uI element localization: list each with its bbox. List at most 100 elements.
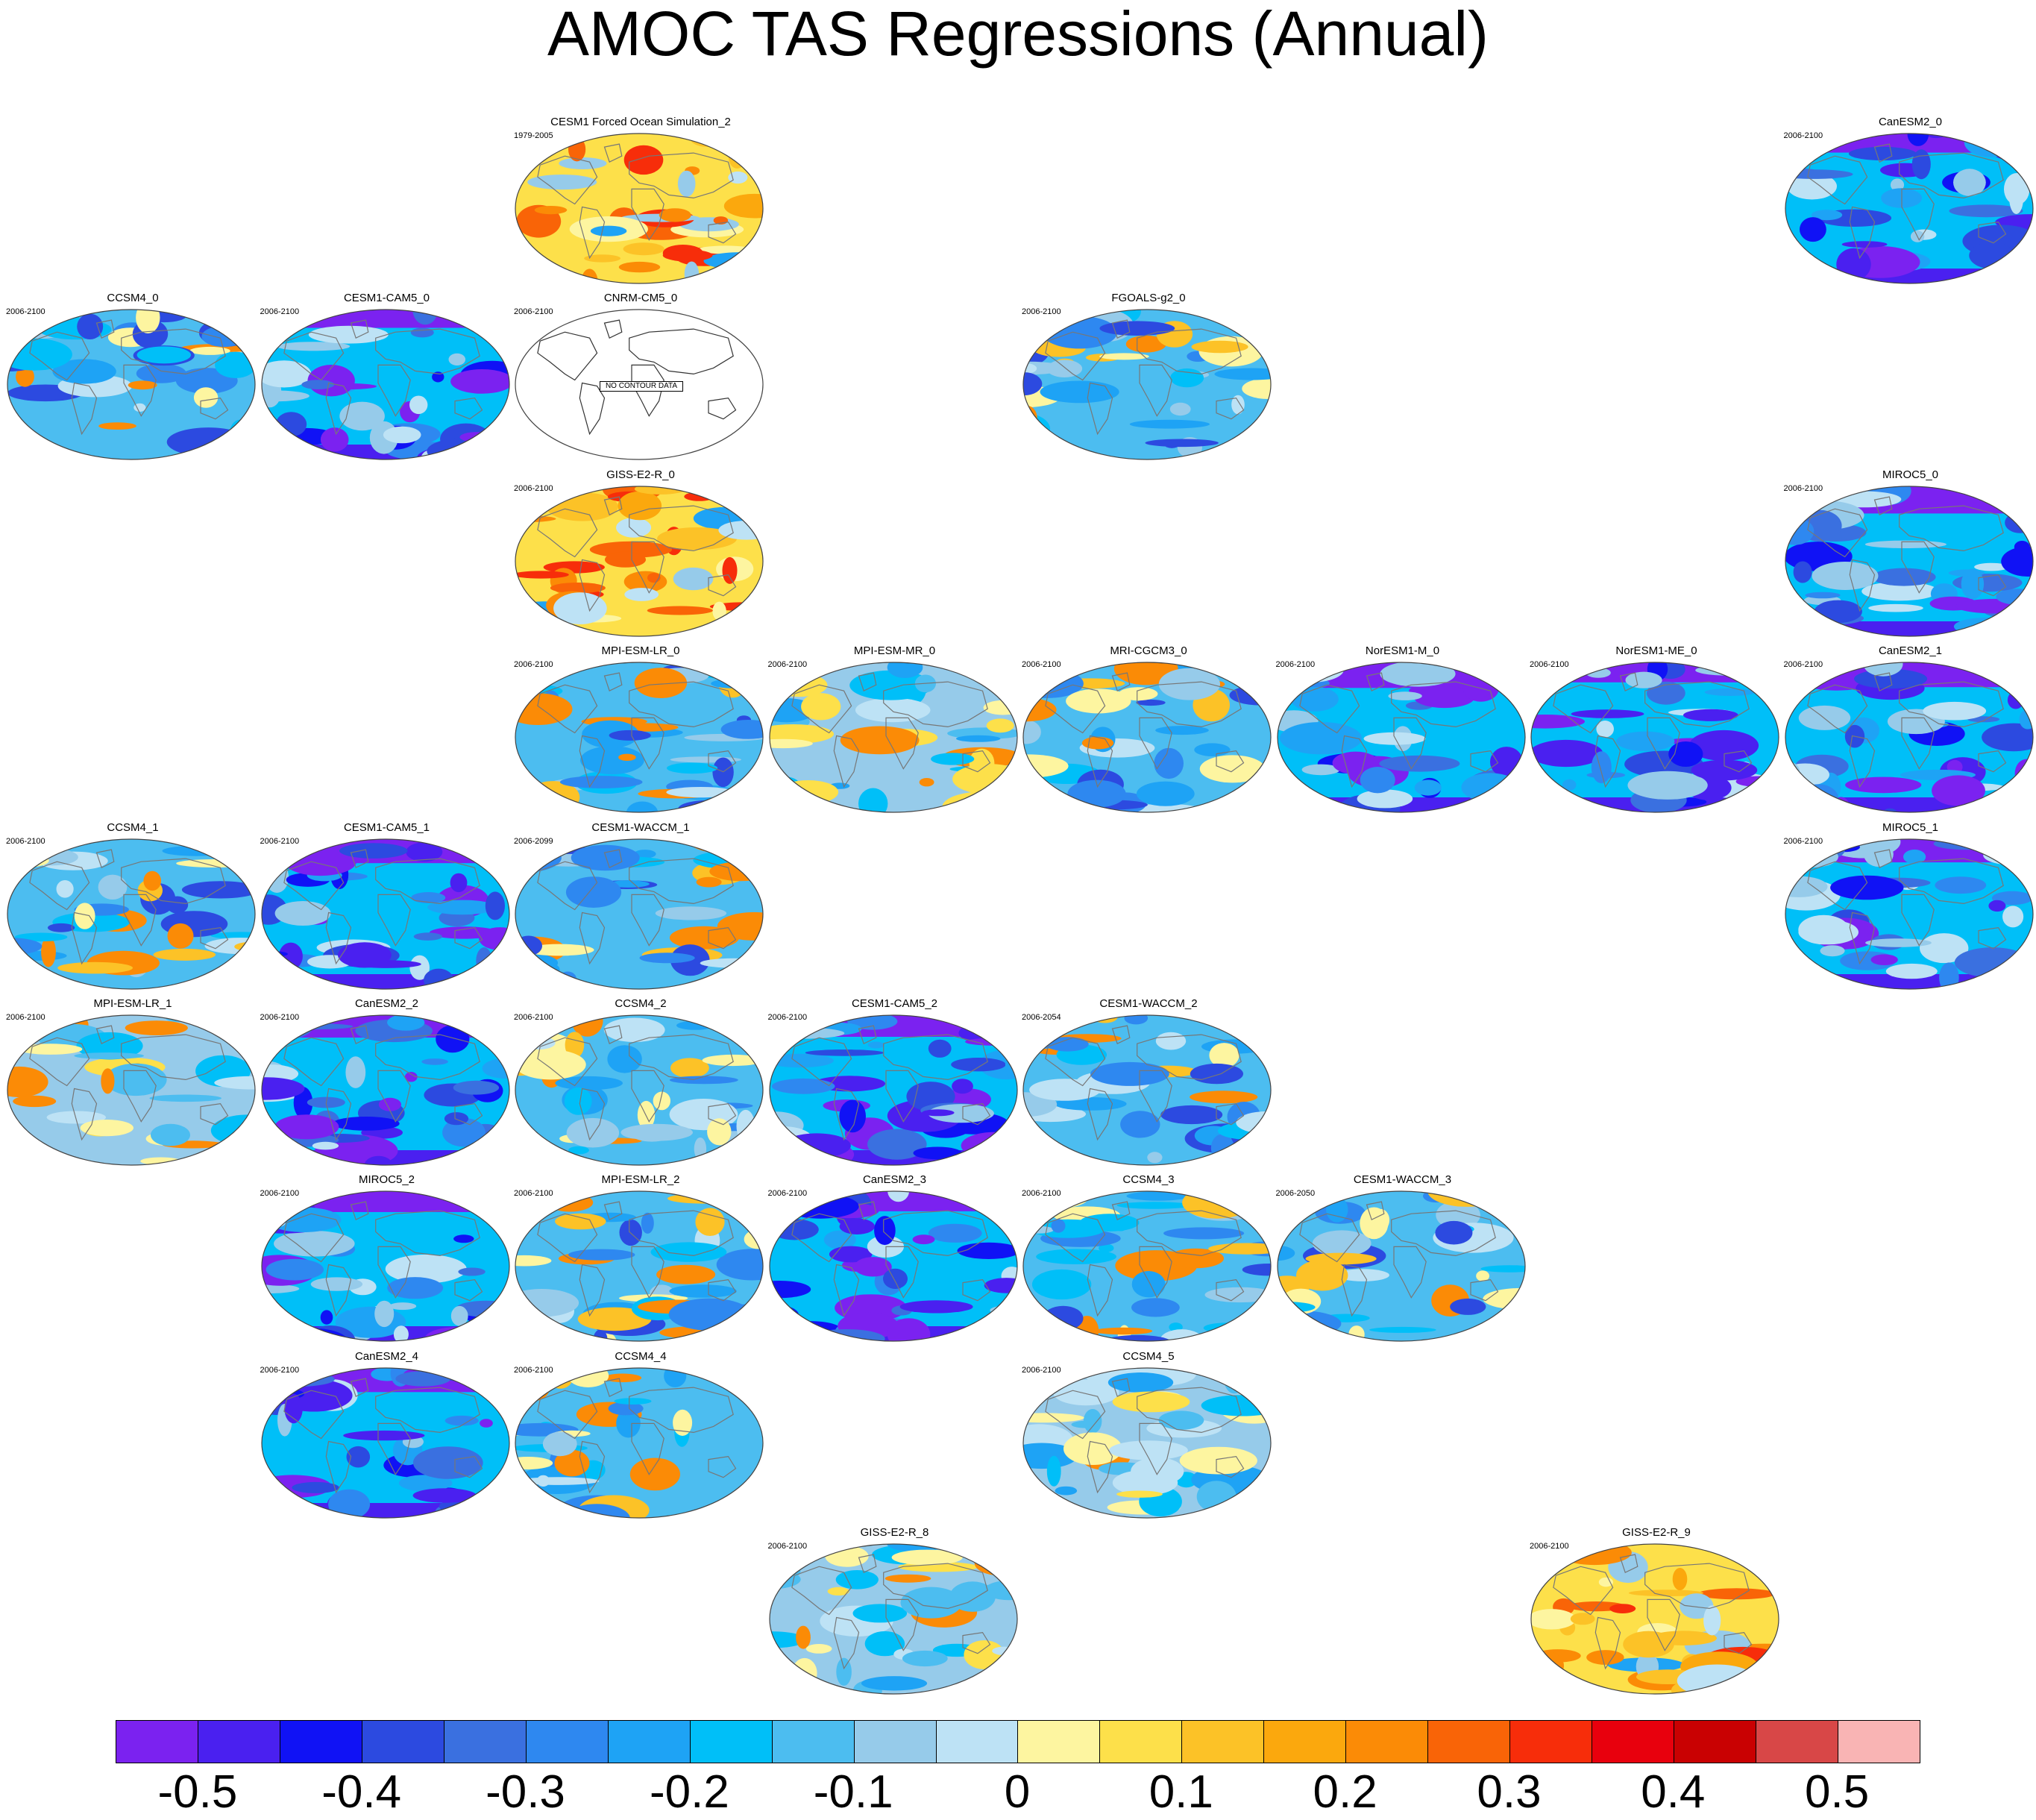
panel-title: CanESM2_0 bbox=[1784, 116, 2036, 129]
map-contour-field bbox=[1784, 482, 2035, 638]
panel-title: CCSM4_2 bbox=[514, 997, 767, 1011]
colorbar-swatch bbox=[1346, 1721, 1428, 1763]
colorbar-tick-label: -0.1 bbox=[814, 1768, 893, 1817]
colorbar-swatch bbox=[855, 1721, 937, 1763]
panel-title: CanESM2_3 bbox=[768, 1173, 1022, 1187]
panel-title: MPI-ESM-MR_0 bbox=[768, 644, 1022, 658]
panel-title: FGOALS-g2_0 bbox=[1022, 292, 1275, 305]
map-contour-field bbox=[1022, 658, 1272, 814]
map-contour-field bbox=[260, 305, 511, 461]
colorbar-tick-label: 0.1 bbox=[1149, 1768, 1213, 1817]
map-contour-field bbox=[1784, 835, 2035, 991]
map-contour-field bbox=[1022, 1187, 1272, 1343]
map-contour-field bbox=[768, 1011, 1019, 1167]
colorbar-swatch bbox=[280, 1721, 362, 1763]
no-contour-data-label: NO CONTOUR DATA bbox=[600, 381, 683, 392]
map-contour-field bbox=[768, 1540, 1019, 1695]
colorbar-swatch bbox=[691, 1721, 773, 1763]
panel-title: CanESM2_2 bbox=[260, 997, 514, 1011]
map-contour-field bbox=[514, 658, 764, 814]
map-contour-field bbox=[260, 1364, 511, 1519]
map-contour-field bbox=[514, 1011, 764, 1167]
colorbar-tick-label: -0.5 bbox=[157, 1768, 237, 1817]
panel-title: MIROC5_1 bbox=[1784, 821, 2036, 835]
colorbar-swatch bbox=[1674, 1721, 1756, 1763]
colorbar-swatch bbox=[1018, 1721, 1100, 1763]
map-contour-field bbox=[6, 305, 257, 461]
map-contour-field bbox=[260, 835, 511, 991]
map-contour-field bbox=[1022, 1011, 1272, 1167]
panel-title: MPI-ESM-LR_0 bbox=[514, 644, 767, 658]
colorbar-swatch bbox=[1756, 1721, 1838, 1763]
panel-title: CESM1-WACCM_3 bbox=[1276, 1173, 1530, 1187]
map-contour-field bbox=[1022, 305, 1272, 461]
panel-title: CCSM4_5 bbox=[1022, 1350, 1275, 1364]
colorbar-swatch bbox=[937, 1721, 1019, 1763]
map-contour-field bbox=[1276, 1187, 1527, 1343]
colorbar-swatch bbox=[609, 1721, 691, 1763]
map-contour-field bbox=[1276, 658, 1527, 814]
map-contour-field bbox=[6, 1011, 257, 1167]
colorbar bbox=[116, 1720, 1920, 1763]
map-contour-field bbox=[260, 1011, 511, 1167]
panel-title: CESM1-WACCM_1 bbox=[514, 821, 767, 835]
panel-title: CESM1 Forced Ocean Simulation_2 bbox=[514, 116, 767, 129]
colorbar-swatch bbox=[1838, 1721, 1920, 1763]
panel-title: MRI-CGCM3_0 bbox=[1022, 644, 1275, 658]
panel-title: NorESM1-ME_0 bbox=[1530, 644, 1783, 658]
panel-title: CCSM4_1 bbox=[6, 821, 260, 835]
colorbar-swatch bbox=[1100, 1721, 1182, 1763]
map-contour-field bbox=[768, 658, 1019, 814]
panel-title: CESM1-CAM5_2 bbox=[768, 997, 1022, 1011]
panel-title: MPI-ESM-LR_2 bbox=[514, 1173, 767, 1187]
panel-title: CNRM-CM5_0 bbox=[514, 292, 767, 305]
map-contour-field bbox=[514, 1187, 764, 1343]
map-contour-field bbox=[514, 482, 764, 638]
panel-title: CESM1-CAM5_0 bbox=[260, 292, 514, 305]
panel-title: MIROC5_2 bbox=[260, 1173, 514, 1187]
colorbar-tick-label: 0.2 bbox=[1313, 1768, 1377, 1817]
colorbar-tick-label: 0.4 bbox=[1641, 1768, 1705, 1817]
map-contour-field bbox=[1784, 129, 2035, 285]
colorbar-tick-label: 0 bbox=[1005, 1768, 1030, 1817]
panel-title: GISS-E2-R_8 bbox=[768, 1526, 1022, 1540]
panel-title: NorESM1-M_0 bbox=[1276, 644, 1530, 658]
map-contour-field bbox=[514, 835, 764, 991]
colorbar-tick-label: 0.5 bbox=[1805, 1768, 1869, 1817]
colorbar-tick-label: 0.3 bbox=[1477, 1768, 1541, 1817]
colorbar-tick-label: -0.4 bbox=[321, 1768, 401, 1817]
colorbar-swatch bbox=[1428, 1721, 1510, 1763]
colorbar-swatch bbox=[362, 1721, 444, 1763]
panel-title: GISS-E2-R_0 bbox=[514, 468, 767, 482]
colorbar-swatch bbox=[198, 1721, 280, 1763]
colorbar-swatch bbox=[444, 1721, 527, 1763]
map-contour-field bbox=[1530, 658, 1780, 814]
panel-title: CESM1-CAM5_1 bbox=[260, 821, 514, 835]
colorbar-swatch bbox=[116, 1721, 198, 1763]
map-contour-field bbox=[768, 1187, 1019, 1343]
